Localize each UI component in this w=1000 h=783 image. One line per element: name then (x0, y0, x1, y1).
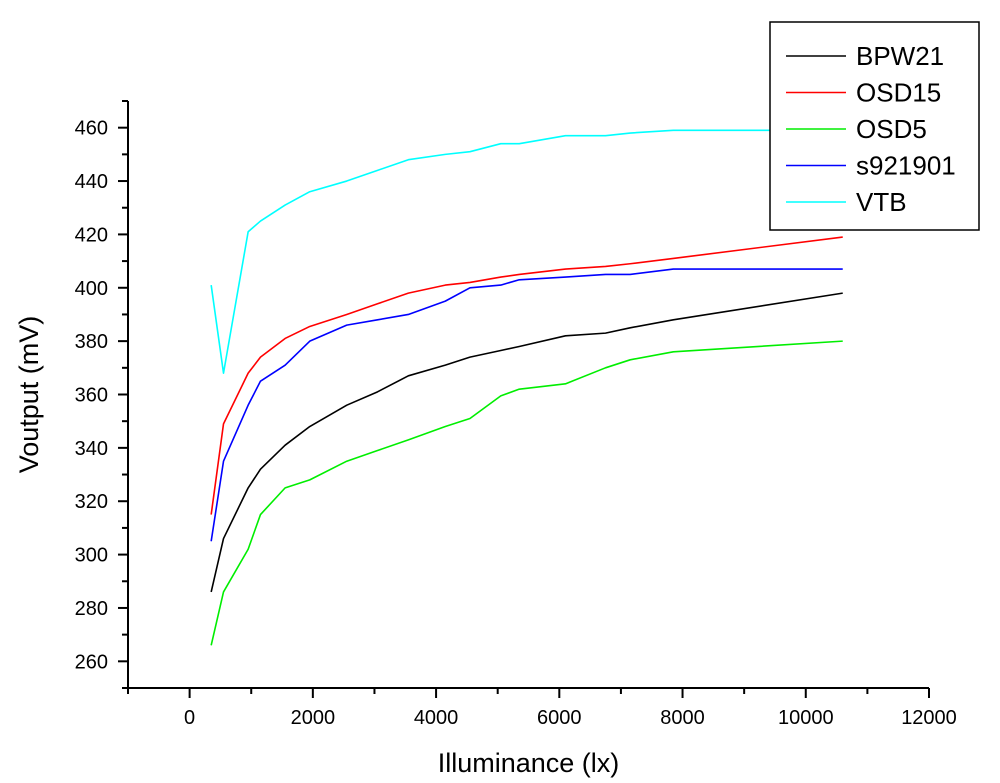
x-tick-label: 4000 (414, 707, 459, 729)
series-line-osd5 (210, 340, 843, 646)
y-tick-label: 400 (75, 278, 108, 300)
series-line-bpw21 (210, 292, 843, 593)
y-tick-label: 440 (75, 171, 108, 193)
x-tick-label: 8000 (660, 707, 705, 729)
y-axis-ticks: 260 280 300 320 340 360 380 400 420 440 460 (75, 100, 128, 689)
y-tick-label: 420 (75, 224, 108, 246)
y-tick-label: 300 (75, 545, 108, 567)
axes: 0 2000 4000 6000 8000 10000 12000 260 280 300 320… (75, 100, 957, 729)
legend-label: OSD5 (856, 114, 927, 144)
series-line-vtb (210, 129, 843, 374)
legend-label: OSD15 (856, 78, 941, 108)
series-lines (210, 129, 843, 646)
y-tick-label: 360 (75, 385, 108, 407)
y-tick-label: 380 (75, 331, 108, 353)
x-tick-label: 10000 (778, 707, 834, 729)
y-tick-label: 340 (75, 438, 108, 460)
x-axis-ticks: 0 2000 4000 6000 8000 10000 12000 (127, 688, 957, 729)
series-line-osd15 (210, 236, 843, 515)
x-axis-title: Illuminance (lx) (438, 748, 620, 778)
y-tick-label: 280 (75, 598, 108, 620)
y-tick-label: 460 (75, 118, 108, 140)
legend-items: BPW21 OSD15 OSD5 s921901 VTB (786, 41, 956, 217)
x-tick-label: 2000 (291, 707, 336, 729)
legend: BPW21 OSD15 OSD5 s921901 VTB (769, 21, 980, 231)
y-axis-title: Voutput (mV) (14, 316, 44, 474)
legend-label: BPW21 (856, 41, 944, 71)
legend-label: VTB (856, 187, 907, 217)
legend-label: s921901 (856, 151, 956, 181)
series-line-s921901 (210, 268, 843, 542)
x-tick-label: 6000 (537, 707, 582, 729)
y-tick-label: 320 (75, 491, 108, 513)
y-tick-label: 260 (75, 651, 108, 673)
x-tick-label: 0 (184, 707, 195, 729)
x-tick-label: 12000 (901, 707, 957, 729)
